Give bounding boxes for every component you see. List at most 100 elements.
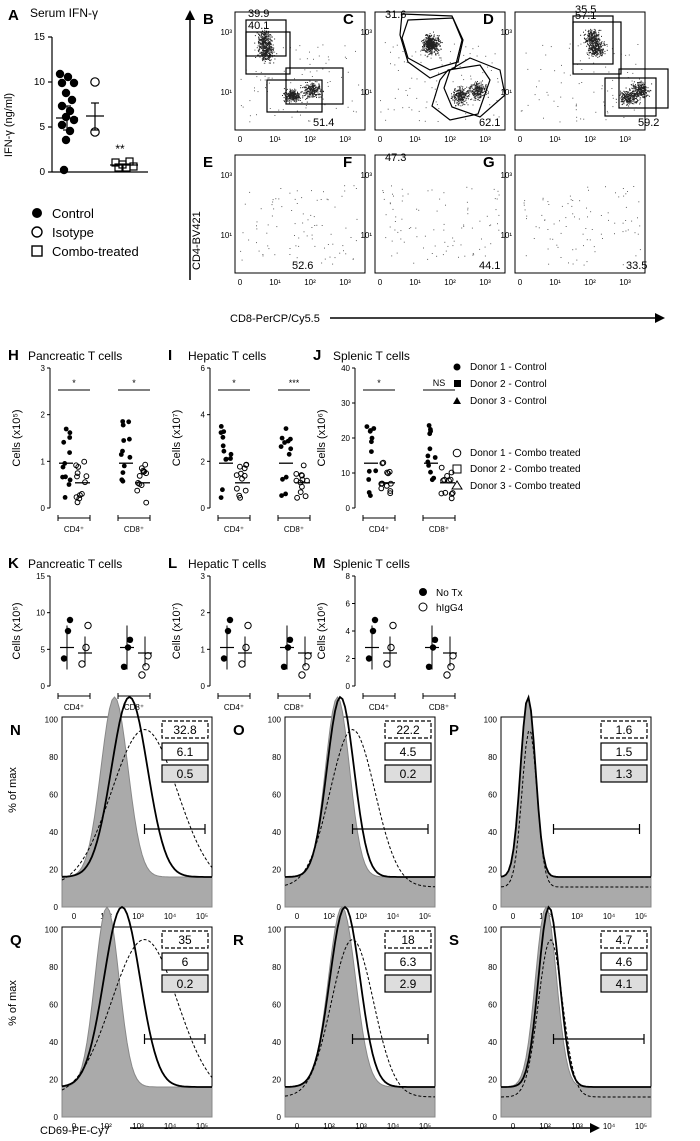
hist-xtick: 10² <box>539 1122 551 1131</box>
hist-ytick: 60 <box>49 1001 58 1010</box>
y-tick-label: 5 <box>41 645 46 654</box>
value-box-3 <box>600 764 648 783</box>
flow-ytick: 10¹ <box>220 231 232 240</box>
x-category-label: CD4⁺ <box>64 525 84 534</box>
panel-title: Pancreatic T cells <box>28 557 122 571</box>
hist-ytick: 40 <box>49 1038 58 1047</box>
legend-no-tx: No Tx <box>436 588 463 599</box>
x-category-label: CD4⁺ <box>369 525 389 534</box>
flow-xtick: 0 <box>518 278 523 287</box>
flow-ytick: 10³ <box>360 171 372 180</box>
data-points <box>278 426 310 501</box>
gate-lower-value: 52.6 <box>292 260 313 272</box>
flow-plot-frame <box>514 11 646 131</box>
hist-ytick: 60 <box>49 791 58 800</box>
gate-lower-value: 62.1 <box>479 117 500 129</box>
value-box-text-3: 0.2 <box>177 977 194 991</box>
hist-xtick: 10⁴ <box>164 1122 177 1131</box>
hist-xtick: 10⁴ <box>603 1122 616 1131</box>
x-category-label: CD4⁺ <box>224 703 244 712</box>
hist-ytick: 60 <box>272 791 281 800</box>
legend-marker-donor2-control <box>454 380 461 387</box>
panel-letter-p: P <box>449 722 459 739</box>
histogram-panels: N020406080100010²10³10⁴10⁵32.86.10.5O020… <box>10 694 652 1131</box>
panel-a-ylabel: IFN-γ (ng/ml) <box>3 93 15 157</box>
flow-events <box>520 28 653 123</box>
gate-lo <box>443 57 506 118</box>
flow-xtick: 0 <box>238 278 243 287</box>
legend-donor2-combo: Donor 2 - Combo treated <box>470 464 581 475</box>
panel-letter-a: A <box>8 7 19 24</box>
hist-ytick: 0 <box>277 1113 282 1122</box>
flow-panel-g: G 10³ 10¹ 0 10¹ 10² 10³ 57.1 33.5 <box>483 10 657 287</box>
panel-ylabel: Cells (x10⁷) <box>171 603 183 660</box>
panel-a-ytick-1: 5 <box>39 122 45 133</box>
significance-label: * <box>132 378 136 388</box>
value-box-text-1: 4.7 <box>616 933 633 947</box>
hist-ytick: 100 <box>484 926 498 935</box>
legend-control: Control <box>52 206 94 221</box>
hist-ytick: 100 <box>268 716 282 725</box>
dashed-histogram <box>61 938 213 1091</box>
hist-xtick: 10⁵ <box>419 912 431 921</box>
y-tick-label: 6 <box>201 364 206 373</box>
flow-ytick: 10¹ <box>360 88 372 97</box>
hist-xtick: 10² <box>100 1122 112 1131</box>
dashed-histogram <box>284 938 435 1098</box>
y-tick-label: 0 <box>41 682 46 691</box>
value-box-text-2: 4.5 <box>400 745 417 759</box>
value-box-1 <box>384 720 432 739</box>
panel-a: A Serum IFN-γ IFN-γ (ng/ml) 0 5 10 15 <box>3 6 148 259</box>
y-tick-label: 1 <box>41 457 46 466</box>
value-box-text-3: 0.2 <box>400 767 417 781</box>
panel-h: H Pancreatic T cells Cells (x10⁵) 0 1 2 3 CD4⁺ *… <box>8 347 151 534</box>
hist-ytick: 20 <box>272 866 281 875</box>
hist-ytick: 40 <box>488 1038 497 1047</box>
panel-m: M Splenic T cells Cells (x10⁶) 0 2 4 6 8 CD4⁺ CD8… <box>313 555 457 712</box>
x-category-label: CD8⁺ <box>284 525 304 534</box>
panel-a-ytick-0: 0 <box>39 167 45 178</box>
flow-xtick: 0 <box>238 135 243 144</box>
value-box-text-1: 32.8 <box>173 723 197 737</box>
y-tick-label: 20 <box>341 434 350 443</box>
flow-y-arrow-head <box>185 10 195 20</box>
solid-histogram <box>61 695 212 878</box>
flow-ytick: 10¹ <box>360 231 372 240</box>
hist-ytick: 0 <box>277 903 282 912</box>
gate-upper-value: 47.3 <box>385 152 406 164</box>
panel-ylabel: Cells (x10⁶) <box>316 602 328 659</box>
panel-letter-r: R <box>233 932 244 949</box>
y-tick-label: 2 <box>201 457 206 466</box>
value-box-3 <box>161 764 209 783</box>
panel-a-points <box>55 69 138 175</box>
hist-ylabel-top: % of max <box>7 767 19 813</box>
x-category-label: CD4⁺ <box>64 703 84 712</box>
panel-letter-d: D <box>483 11 494 28</box>
hist-xtick: 10⁴ <box>387 1122 400 1131</box>
gate-lower-value: 44.1 <box>479 260 500 272</box>
legend-combo-treated: Combo-treated <box>52 244 139 259</box>
value-box-3 <box>384 974 432 993</box>
hist-ytick: 0 <box>493 903 498 912</box>
value-box-text-1: 1.6 <box>616 723 633 737</box>
panel-title: Splenic T cells <box>333 349 410 363</box>
value-box-1 <box>600 930 648 949</box>
panel-a-ytick-3: 15 <box>34 32 46 43</box>
legend-donor3-control: Donor 3 - Control <box>470 396 547 407</box>
x-category-label: CD8⁺ <box>429 703 449 712</box>
flow-events <box>380 31 500 122</box>
flow-xtick: 0 <box>378 278 383 287</box>
value-box-2 <box>600 952 648 971</box>
hist-xtick: 10³ <box>355 912 367 921</box>
flow-ytick: 10¹ <box>500 88 512 97</box>
dashed-histogram <box>500 730 651 888</box>
flow-events <box>240 27 360 123</box>
data-points <box>280 625 312 679</box>
significance-label: * <box>377 378 381 388</box>
hist-ytick: 20 <box>488 866 497 875</box>
flow-ytick: 10³ <box>500 171 512 180</box>
y-tick-label: 10 <box>36 609 45 618</box>
gate-up <box>401 17 464 71</box>
histogram-panel-r: R 0 20 40 60 80 100 0 10² 10³ 10⁴ 10⁵ 18 6.3 2.9 <box>233 905 436 1131</box>
flow-xtick: 10² <box>304 135 316 144</box>
